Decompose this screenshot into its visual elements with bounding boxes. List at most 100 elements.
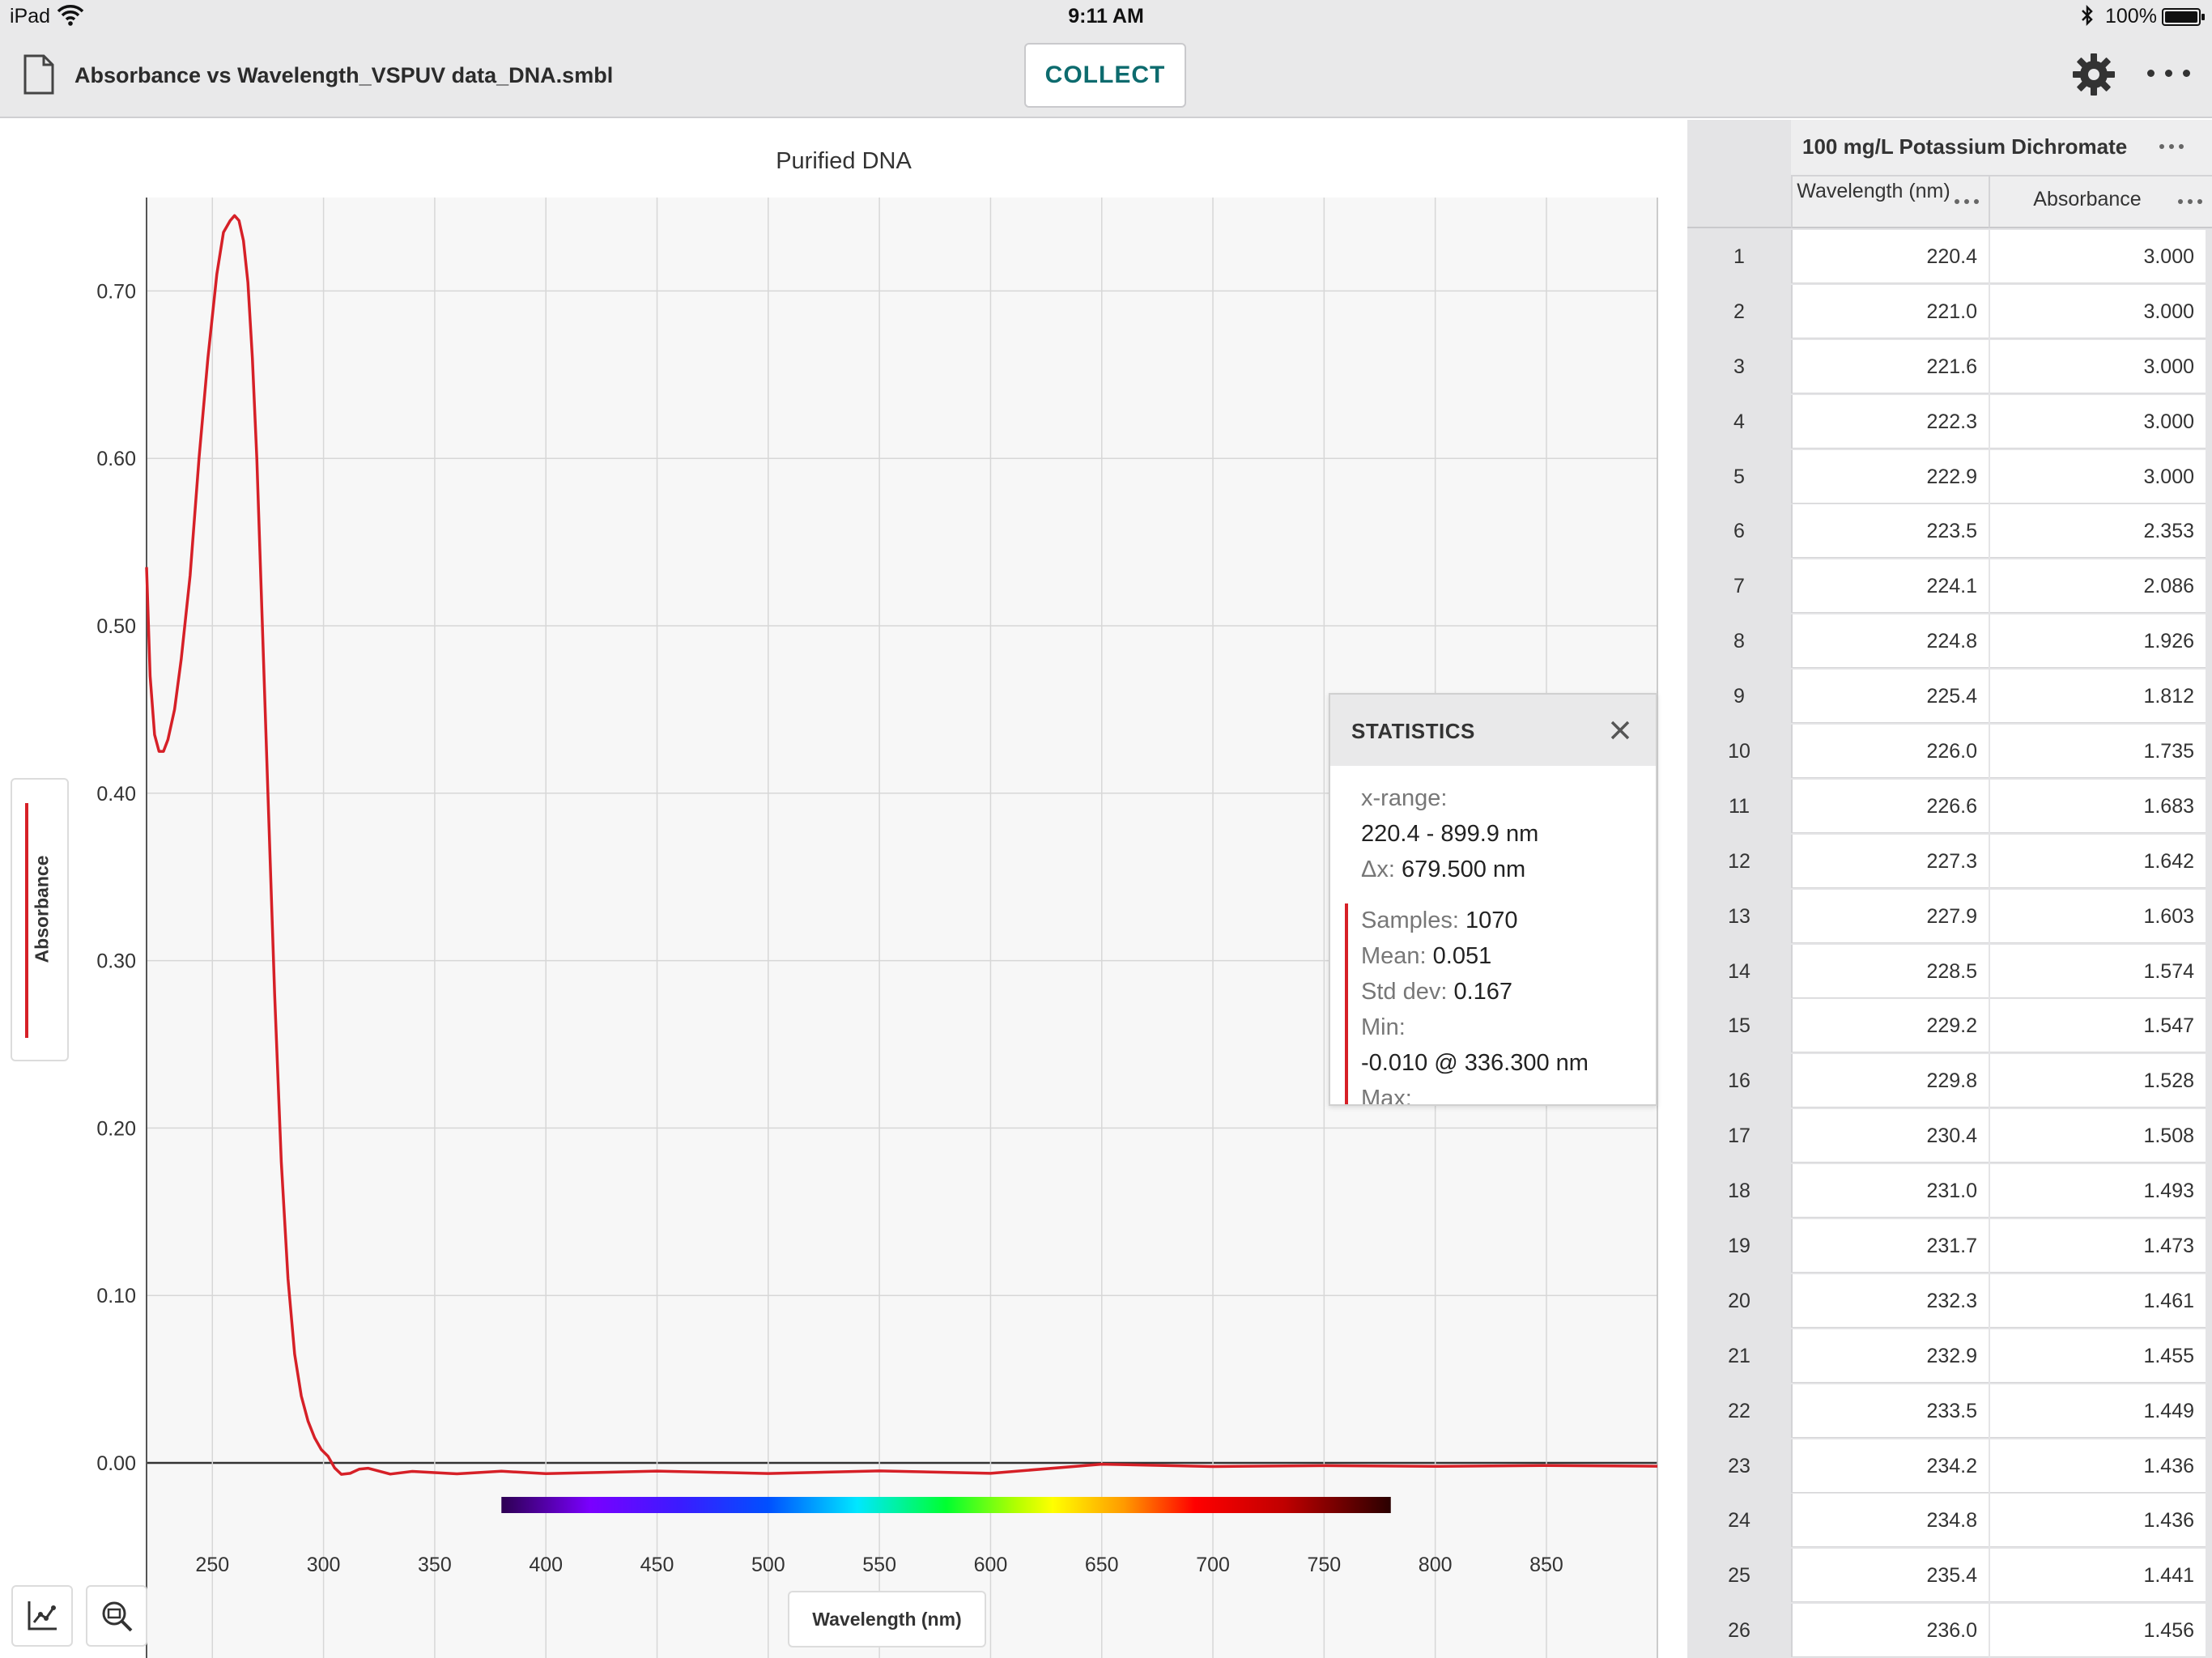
absorbance-cell[interactable]: 1.455 xyxy=(1990,1329,2206,1383)
row-index: 4 xyxy=(1687,394,1791,449)
collect-button[interactable]: COLLECT xyxy=(1024,43,1186,108)
absorbance-cell[interactable]: 1.449 xyxy=(1990,1384,2206,1438)
wavelength-cell[interactable]: 221.0 xyxy=(1791,284,1989,338)
wavelength-cell[interactable]: 232.3 xyxy=(1791,1273,1989,1328)
table-row[interactable]: 11 226.6 1.683 xyxy=(1687,779,2212,835)
close-icon[interactable] xyxy=(1609,719,1631,742)
wavelength-cell[interactable]: 220.4 xyxy=(1791,230,1989,283)
table-row[interactable]: 8 224.8 1.926 xyxy=(1687,614,2212,670)
table-row[interactable]: 17 230.4 1.508 xyxy=(1687,1109,2212,1164)
wavelength-cell[interactable]: 221.6 xyxy=(1791,339,1989,393)
table-row[interactable]: 18 231.0 1.493 xyxy=(1687,1164,2212,1219)
wavelength-cell[interactable]: 230.4 xyxy=(1791,1109,1989,1163)
y-axis-label[interactable]: Absorbance xyxy=(31,855,53,963)
more-menu-icon[interactable] xyxy=(2147,68,2191,79)
wavelength-cell[interactable]: 231.0 xyxy=(1791,1164,1989,1218)
table-row[interactable]: 14 228.5 1.574 xyxy=(1687,944,2212,1000)
table-row[interactable]: 26 236.0 1.456 xyxy=(1687,1604,2212,1658)
zoom-button[interactable] xyxy=(86,1585,147,1647)
wavelength-cell[interactable]: 234.8 xyxy=(1791,1494,1989,1548)
dataset-more-icon[interactable] xyxy=(2159,144,2185,151)
absorbance-cell[interactable]: 1.441 xyxy=(1990,1549,2206,1603)
table-row[interactable]: 16 229.8 1.528 xyxy=(1687,1054,2212,1109)
y-axis-selector[interactable] xyxy=(11,778,69,1061)
wavelength-cell[interactable]: 231.7 xyxy=(1791,1219,1989,1273)
graph-options-button[interactable] xyxy=(11,1585,73,1647)
table-row[interactable]: 13 227.9 1.603 xyxy=(1687,889,2212,945)
absorbance-cell[interactable]: 1.436 xyxy=(1990,1439,2206,1493)
x-axis-selector[interactable]: Wavelength (nm) xyxy=(788,1591,986,1647)
absorbance-cell[interactable]: 1.456 xyxy=(1990,1604,2206,1658)
wavelength-cell[interactable]: 232.9 xyxy=(1791,1329,1989,1383)
table-row[interactable]: 19 231.7 1.473 xyxy=(1687,1219,2212,1274)
table-row[interactable]: 4 222.3 3.000 xyxy=(1687,394,2212,450)
table-row[interactable]: 21 232.9 1.455 xyxy=(1687,1329,2212,1384)
table-row[interactable]: 2 221.0 3.000 xyxy=(1687,284,2212,340)
absorbance-cell[interactable]: 1.461 xyxy=(1990,1273,2206,1328)
absorbance-cell[interactable]: 1.473 xyxy=(1990,1219,2206,1273)
column-header-absorbance[interactable]: Absorbance xyxy=(1989,176,2212,228)
wavelength-cell[interactable]: 234.2 xyxy=(1791,1439,1989,1493)
wavelength-cell[interactable]: 226.0 xyxy=(1791,725,1989,779)
table-row[interactable]: 1 220.4 3.000 xyxy=(1687,230,2212,285)
column-header-wavelength[interactable]: Wavelength (nm) xyxy=(1791,176,1989,228)
absorbance-cell[interactable]: 1.735 xyxy=(1990,725,2206,779)
table-row[interactable]: 23 234.2 1.436 xyxy=(1687,1439,2212,1494)
absorbance-cell[interactable]: 1.436 xyxy=(1990,1494,2206,1548)
spectrum-gradient xyxy=(501,1497,1391,1513)
table-row[interactable]: 10 226.0 1.735 xyxy=(1687,725,2212,780)
absorbance-cell[interactable]: 3.000 xyxy=(1990,449,2206,504)
wavelength-cell[interactable]: 229.2 xyxy=(1791,999,1989,1053)
wavelength-cell[interactable]: 222.9 xyxy=(1791,449,1989,504)
wavelength-cell[interactable]: 227.9 xyxy=(1791,889,1989,943)
file-icon[interactable] xyxy=(23,53,55,96)
wavelength-cell[interactable]: 227.3 xyxy=(1791,834,1989,888)
absorbance-cell[interactable]: 1.528 xyxy=(1990,1054,2206,1108)
wavelength-cell[interactable]: 223.5 xyxy=(1791,504,1989,559)
absorbance-cell[interactable]: 1.508 xyxy=(1990,1109,2206,1163)
absorbance-cell[interactable]: 3.000 xyxy=(1990,394,2206,449)
gear-icon[interactable] xyxy=(2071,52,2116,97)
zoom-icon xyxy=(102,1601,133,1632)
wavelength-cell[interactable]: 233.5 xyxy=(1791,1384,1989,1438)
table-row[interactable]: 12 227.3 1.642 xyxy=(1687,834,2212,890)
absorbance-cell[interactable]: 3.000 xyxy=(1990,284,2206,338)
absorbance-cell[interactable]: 3.000 xyxy=(1990,339,2206,393)
column-more-icon[interactable] xyxy=(2178,199,2204,206)
absorbance-cell[interactable]: 2.353 xyxy=(1990,504,2206,559)
table-row[interactable]: 22 233.5 1.449 xyxy=(1687,1384,2212,1439)
table-row[interactable]: 24 234.8 1.436 xyxy=(1687,1494,2212,1549)
absorbance-cell[interactable]: 1.683 xyxy=(1990,779,2206,833)
absorbance-cell[interactable]: 1.642 xyxy=(1990,834,2206,888)
series-line-absorbance[interactable] xyxy=(145,214,1658,1476)
wavelength-cell[interactable]: 235.4 xyxy=(1791,1549,1989,1603)
absorbance-cell[interactable]: 1.574 xyxy=(1990,944,2206,998)
wavelength-cell[interactable]: 224.1 xyxy=(1791,559,1989,614)
wavelength-cell[interactable]: 236.0 xyxy=(1791,1604,1989,1658)
dataset-header[interactable]: 100 mg/L Potassium Dichromate xyxy=(1791,120,2212,176)
table-row[interactable]: 7 224.1 2.086 xyxy=(1687,559,2212,614)
table-row[interactable]: 25 235.4 1.441 xyxy=(1687,1549,2212,1604)
absorbance-cell[interactable]: 1.547 xyxy=(1990,999,2206,1053)
absorbance-cell[interactable]: 2.086 xyxy=(1990,559,2206,614)
absorbance-cell[interactable]: 1.603 xyxy=(1990,889,2206,943)
table-row[interactable]: 15 229.2 1.547 xyxy=(1687,999,2212,1054)
table-row[interactable]: 3 221.6 3.000 xyxy=(1687,339,2212,395)
table-row[interactable]: 20 232.3 1.461 xyxy=(1687,1273,2212,1329)
row-index: 6 xyxy=(1687,504,1791,559)
wavelength-cell[interactable]: 226.6 xyxy=(1791,779,1989,833)
table-row[interactable]: 5 222.9 3.000 xyxy=(1687,449,2212,505)
column-more-icon[interactable] xyxy=(1955,199,1980,206)
table-row[interactable]: 6 223.5 2.353 xyxy=(1687,504,2212,559)
wavelength-cell[interactable]: 228.5 xyxy=(1791,944,1989,998)
absorbance-cell[interactable]: 1.812 xyxy=(1990,670,2206,724)
table-row[interactable]: 9 225.4 1.812 xyxy=(1687,670,2212,725)
wavelength-cell[interactable]: 229.8 xyxy=(1791,1054,1989,1108)
wavelength-cell[interactable]: 222.3 xyxy=(1791,394,1989,449)
row-index: 1 xyxy=(1687,230,1791,283)
wavelength-cell[interactable]: 225.4 xyxy=(1791,670,1989,724)
wavelength-cell[interactable]: 224.8 xyxy=(1791,614,1989,669)
absorbance-cell[interactable]: 1.926 xyxy=(1990,614,2206,669)
absorbance-cell[interactable]: 1.493 xyxy=(1990,1164,2206,1218)
absorbance-cell[interactable]: 3.000 xyxy=(1990,230,2206,283)
